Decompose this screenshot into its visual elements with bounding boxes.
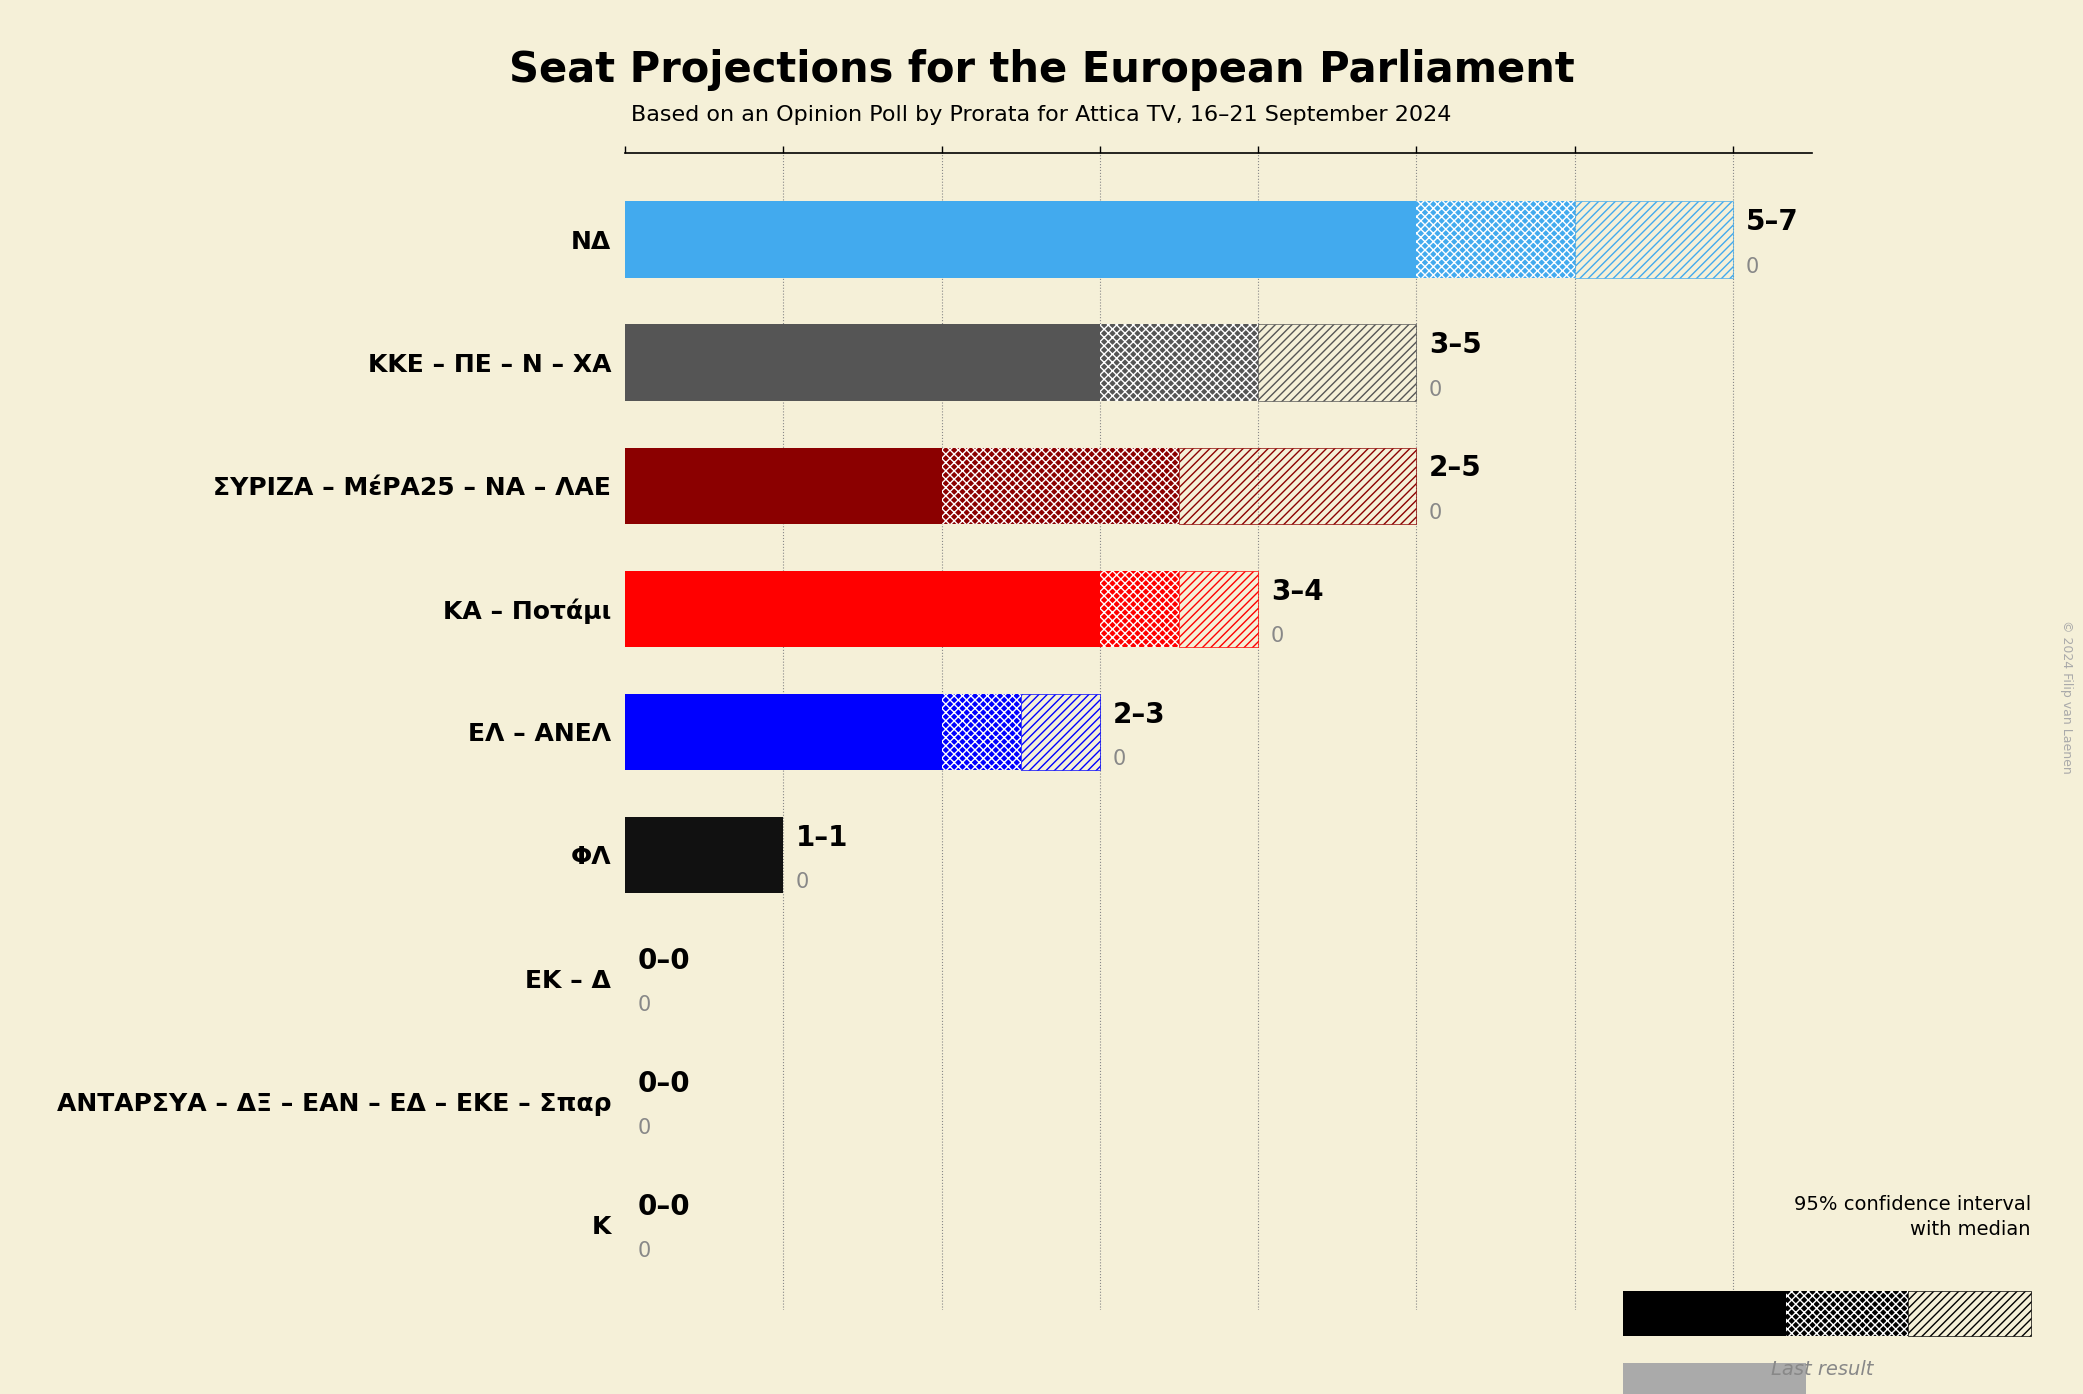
Text: 0: 0 (1112, 749, 1125, 769)
Text: Based on an Opinion Poll by Prorata for Attica TV, 16–21 September 2024: Based on an Opinion Poll by Prorata for … (631, 105, 1452, 124)
Bar (625, 694, 942, 769)
Text: 95% confidence interval
with median: 95% confidence interval with median (1793, 1195, 2031, 1239)
Text: 1–1: 1–1 (796, 824, 848, 852)
Text: 0: 0 (637, 995, 650, 1015)
Text: 2–3: 2–3 (1112, 701, 1164, 729)
Bar (1623, 1291, 1785, 1335)
Text: © 2024 Filip van Laenen: © 2024 Filip van Laenen (2060, 620, 2073, 774)
Text: 0: 0 (637, 1118, 650, 1138)
Bar (1575, 201, 1733, 277)
Text: 0: 0 (637, 1241, 650, 1262)
Bar (1416, 201, 1575, 277)
Bar (625, 325, 1100, 400)
Text: 5–7: 5–7 (1746, 208, 1798, 236)
Text: 0: 0 (1429, 503, 1441, 523)
Bar (625, 570, 1100, 647)
Text: 3–5: 3–5 (1429, 332, 1481, 360)
Bar (942, 447, 1179, 524)
Bar (625, 201, 1416, 277)
Text: Seat Projections for the European Parliament: Seat Projections for the European Parlia… (508, 49, 1575, 91)
Bar (1179, 447, 1416, 524)
Bar (1623, 1363, 1806, 1394)
Text: 0: 0 (1429, 379, 1441, 400)
Bar (1179, 570, 1258, 647)
Text: 0: 0 (1746, 256, 1758, 276)
Text: 0–0: 0–0 (637, 947, 689, 974)
Bar (942, 447, 1179, 524)
Bar (1908, 1291, 2031, 1335)
Bar (1785, 1291, 1908, 1335)
Bar (1258, 325, 1416, 400)
Text: 0–0: 0–0 (637, 1069, 689, 1098)
Bar (1785, 1291, 1908, 1335)
Bar (1416, 201, 1575, 277)
Bar (1021, 694, 1100, 769)
Text: Last result: Last result (1771, 1361, 1875, 1379)
Bar (625, 447, 942, 524)
Bar (1100, 325, 1258, 400)
Text: 2–5: 2–5 (1429, 454, 1481, 482)
Bar (942, 694, 1021, 769)
Bar (1100, 325, 1258, 400)
Text: 0–0: 0–0 (637, 1193, 689, 1221)
Bar (1100, 570, 1179, 647)
Text: 3–4: 3–4 (1271, 577, 1323, 605)
Bar (942, 694, 1021, 769)
Bar (1100, 570, 1179, 647)
Text: 0: 0 (1271, 626, 1283, 645)
Bar (625, 817, 783, 894)
Text: 0: 0 (796, 873, 808, 892)
